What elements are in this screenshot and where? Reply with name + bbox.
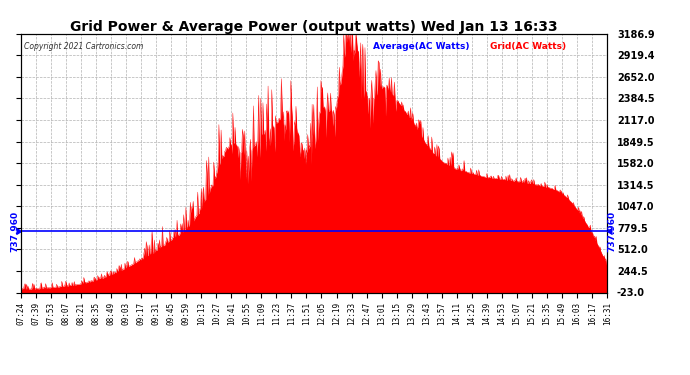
Text: 737.960: 737.960 [10,211,19,252]
Text: 737.960: 737.960 [608,211,617,252]
Title: Grid Power & Average Power (output watts) Wed Jan 13 16:33: Grid Power & Average Power (output watts… [70,20,558,34]
Text: Average(AC Watts): Average(AC Watts) [373,42,469,51]
Text: Copyright 2021 Cartronics.com: Copyright 2021 Cartronics.com [23,42,143,51]
Text: Grid(AC Watts): Grid(AC Watts) [490,42,566,51]
